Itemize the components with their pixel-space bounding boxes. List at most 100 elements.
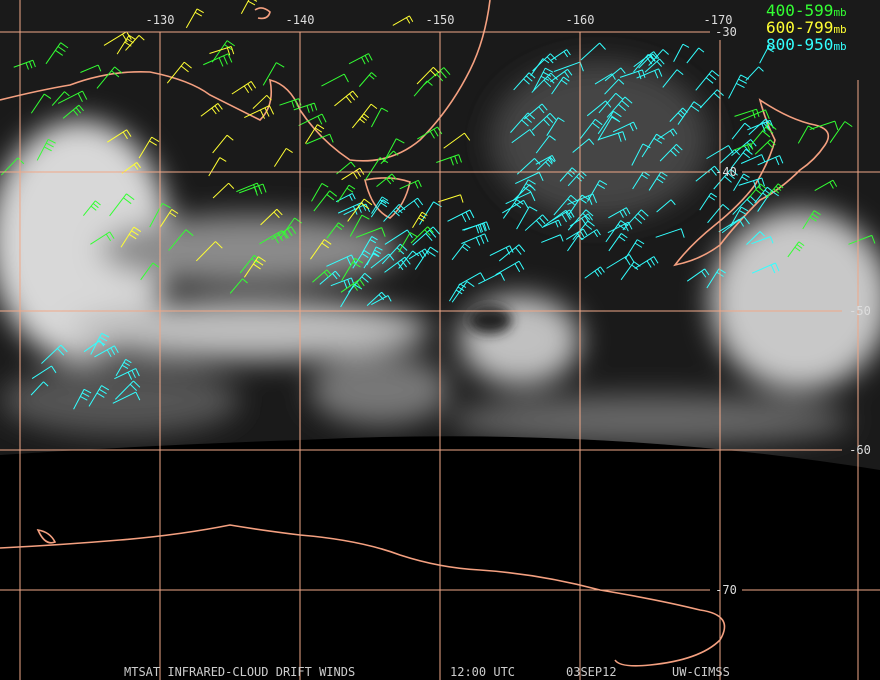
wind-barb xyxy=(381,243,408,265)
wind-barb xyxy=(36,138,56,161)
wind-barb xyxy=(579,118,603,140)
legend-range: 800-950 xyxy=(766,35,833,54)
longitude-labels: -130 -140 -150 -160 -170 xyxy=(146,13,733,27)
wind-barb xyxy=(686,268,710,282)
wind-barb xyxy=(641,133,665,158)
wind-barb xyxy=(746,231,765,245)
wind-barb xyxy=(115,358,132,377)
wind-barb xyxy=(423,67,451,86)
wind-barb xyxy=(310,239,332,260)
wind-barb xyxy=(51,91,70,106)
wind-barb xyxy=(271,226,297,240)
wind-barb xyxy=(414,246,439,270)
wind-barb xyxy=(94,345,119,358)
wind-barb xyxy=(567,170,587,187)
wind-barb xyxy=(30,93,52,114)
wind-barb xyxy=(293,102,318,113)
wind-barb xyxy=(739,109,770,122)
wind-barb xyxy=(451,281,475,303)
wind-barb xyxy=(505,191,536,205)
wind-barb xyxy=(279,217,303,239)
latitude-label: -70 xyxy=(715,583,737,597)
wind-barb xyxy=(659,143,683,162)
wind-barb xyxy=(392,15,414,26)
wind-barb xyxy=(273,147,293,167)
footer-source: UW-CIMSS xyxy=(672,665,730,679)
wind-barb xyxy=(553,194,578,216)
wind-barb xyxy=(195,241,223,262)
wind-barb xyxy=(62,104,84,119)
wind-barb xyxy=(416,66,440,85)
wind-barb xyxy=(695,70,720,91)
wind-barb xyxy=(80,64,102,73)
wind-barb xyxy=(120,226,142,248)
wind-barb xyxy=(608,207,631,219)
wind-barb xyxy=(321,73,349,87)
wind-barb xyxy=(109,193,135,217)
wind-barb xyxy=(541,234,564,243)
latitude-labels: -30 -40 -50 -60 -70 xyxy=(715,25,871,597)
wind-barb xyxy=(138,136,160,159)
wind-barb xyxy=(606,96,633,118)
latitude-label: -30 xyxy=(715,25,737,39)
wind-barb xyxy=(106,129,132,143)
legend-unit: mb xyxy=(833,40,846,53)
wind-barb xyxy=(208,157,227,177)
wind-barb xyxy=(669,107,688,122)
wind-barb xyxy=(515,171,544,184)
wind-barb xyxy=(634,256,659,269)
wind-barb xyxy=(718,218,745,233)
wind-barb xyxy=(380,150,399,165)
wind-barb xyxy=(677,101,703,125)
wind-barb xyxy=(383,204,406,222)
wind-barb xyxy=(458,272,486,286)
footer-date: 03SEP12 xyxy=(566,665,617,679)
wind-barb xyxy=(82,200,101,217)
wind-barb xyxy=(41,344,68,364)
wind-barb xyxy=(370,253,395,269)
wind-barb xyxy=(337,184,356,203)
wind-barb xyxy=(604,78,625,95)
wind-barb xyxy=(443,132,471,149)
wind-barb xyxy=(185,8,204,29)
wind-barb xyxy=(371,196,389,214)
wind-barb xyxy=(371,295,392,305)
latitude-label: -60 xyxy=(849,443,871,457)
wind-barb xyxy=(449,283,467,302)
longitude-label: -160 xyxy=(566,13,595,27)
wind-barb xyxy=(363,252,380,269)
wind-barb xyxy=(159,208,179,228)
wind-barb xyxy=(125,34,145,51)
wind-barb xyxy=(662,69,684,88)
wind-barb xyxy=(511,129,535,144)
wind-barb xyxy=(633,51,660,68)
wind-barb xyxy=(732,195,757,215)
wind-barb xyxy=(550,68,573,83)
wind-barb xyxy=(512,184,536,202)
wind-barb xyxy=(489,245,514,257)
wind-barb xyxy=(319,270,341,285)
wind-barb xyxy=(523,103,548,120)
legend-entry: 600-799mb xyxy=(766,18,847,37)
wind-barb xyxy=(337,201,367,215)
wind-barb xyxy=(531,72,558,93)
wind-barb xyxy=(306,133,334,145)
wind-barb xyxy=(399,179,422,190)
wind-barb xyxy=(757,155,784,166)
wind-barb xyxy=(787,241,805,258)
wind-barb xyxy=(535,135,556,154)
latitude-label: -50 xyxy=(849,304,871,318)
wind-barb xyxy=(606,254,635,269)
wind-barb xyxy=(13,59,36,70)
wind-barb xyxy=(370,107,389,128)
wind-barb xyxy=(515,179,536,201)
wind-barb xyxy=(584,266,605,279)
wind-barb xyxy=(510,112,536,133)
wind-barb xyxy=(209,46,235,56)
wind-barb xyxy=(212,134,234,154)
wind-barb xyxy=(166,61,192,84)
wind-barb xyxy=(397,197,424,214)
wind-barb xyxy=(341,167,365,181)
legend: 400-599mb 600-799mb 800-950mb xyxy=(766,1,847,54)
